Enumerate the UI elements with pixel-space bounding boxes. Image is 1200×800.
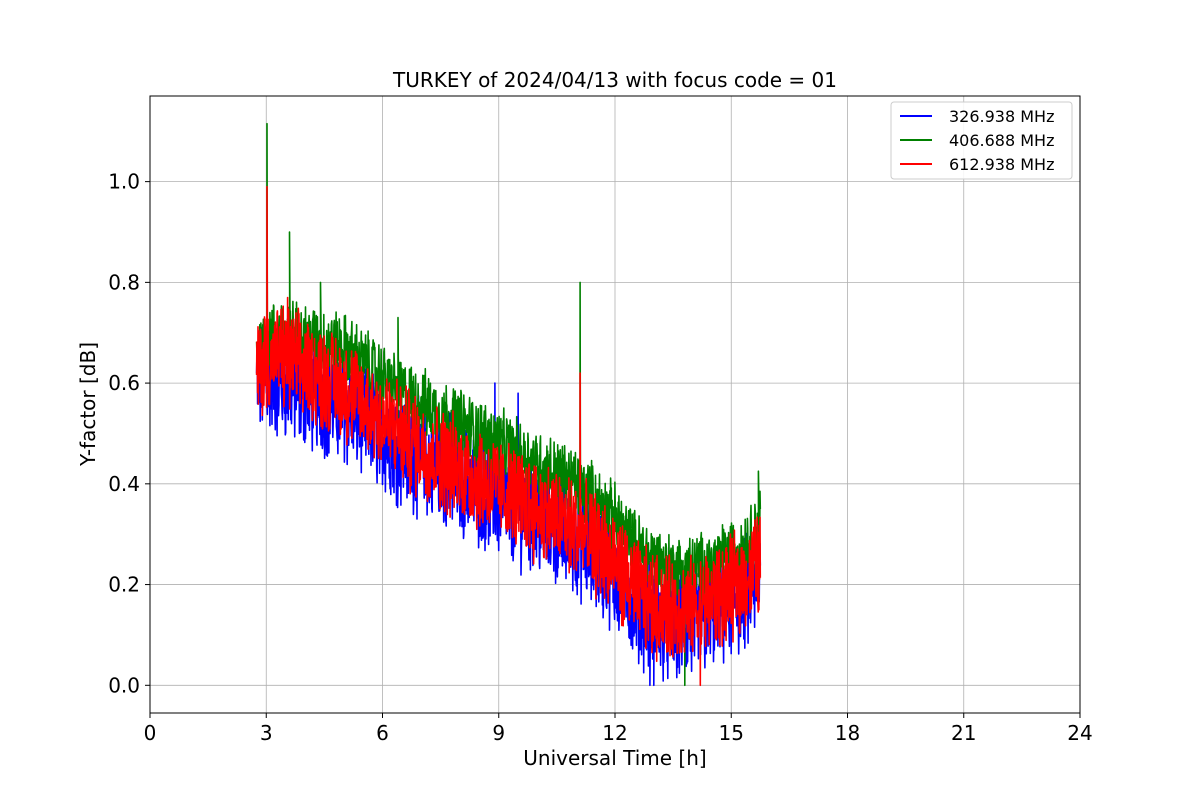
series-line-3 (255, 185, 762, 687)
series-layer (255, 122, 762, 687)
legend: 326.938 MHz 406.688 MHz 612.938 MHz (890, 101, 1073, 180)
legend-label-series-1: 326.938 MHz (949, 107, 1054, 126)
y-tick-label: 0.0 (108, 673, 140, 697)
y-tick-label: 0.2 (108, 573, 140, 597)
y-tick-label: 0.4 (108, 472, 140, 496)
x-tick-label: 24 (1067, 721, 1092, 745)
x-tick-label: 0 (144, 721, 157, 745)
y-tick-label: 1.0 (108, 170, 140, 194)
x-tick-label: 12 (602, 721, 627, 745)
legend-box (890, 101, 1073, 180)
legend-label-series-3: 612.938 MHz (949, 155, 1054, 174)
x-tick-label: 3 (260, 721, 273, 745)
y-tick-label: 0.6 (108, 371, 140, 395)
y-tick-label: 0.8 (108, 270, 140, 294)
x-tick-label: 18 (835, 721, 860, 745)
x-tick-label: 9 (492, 721, 505, 745)
ticks: 0 3 6 9 12 15 18 21 24 0.0 0.2 0.4 0.6 0.8 1.0 (108, 170, 1093, 745)
x-tick-label: 21 (951, 721, 976, 745)
chart-title: TURKEY of 2024/04/13 with focus code = 0… (392, 68, 837, 92)
x-axis-label: Universal Time [h] (523, 746, 706, 770)
x-tick-label: 6 (376, 721, 389, 745)
legend-label-series-2: 406.688 MHz (949, 131, 1054, 150)
x-tick-label: 15 (719, 721, 744, 745)
y-axis-label: Y-factor [dB] (76, 342, 100, 467)
